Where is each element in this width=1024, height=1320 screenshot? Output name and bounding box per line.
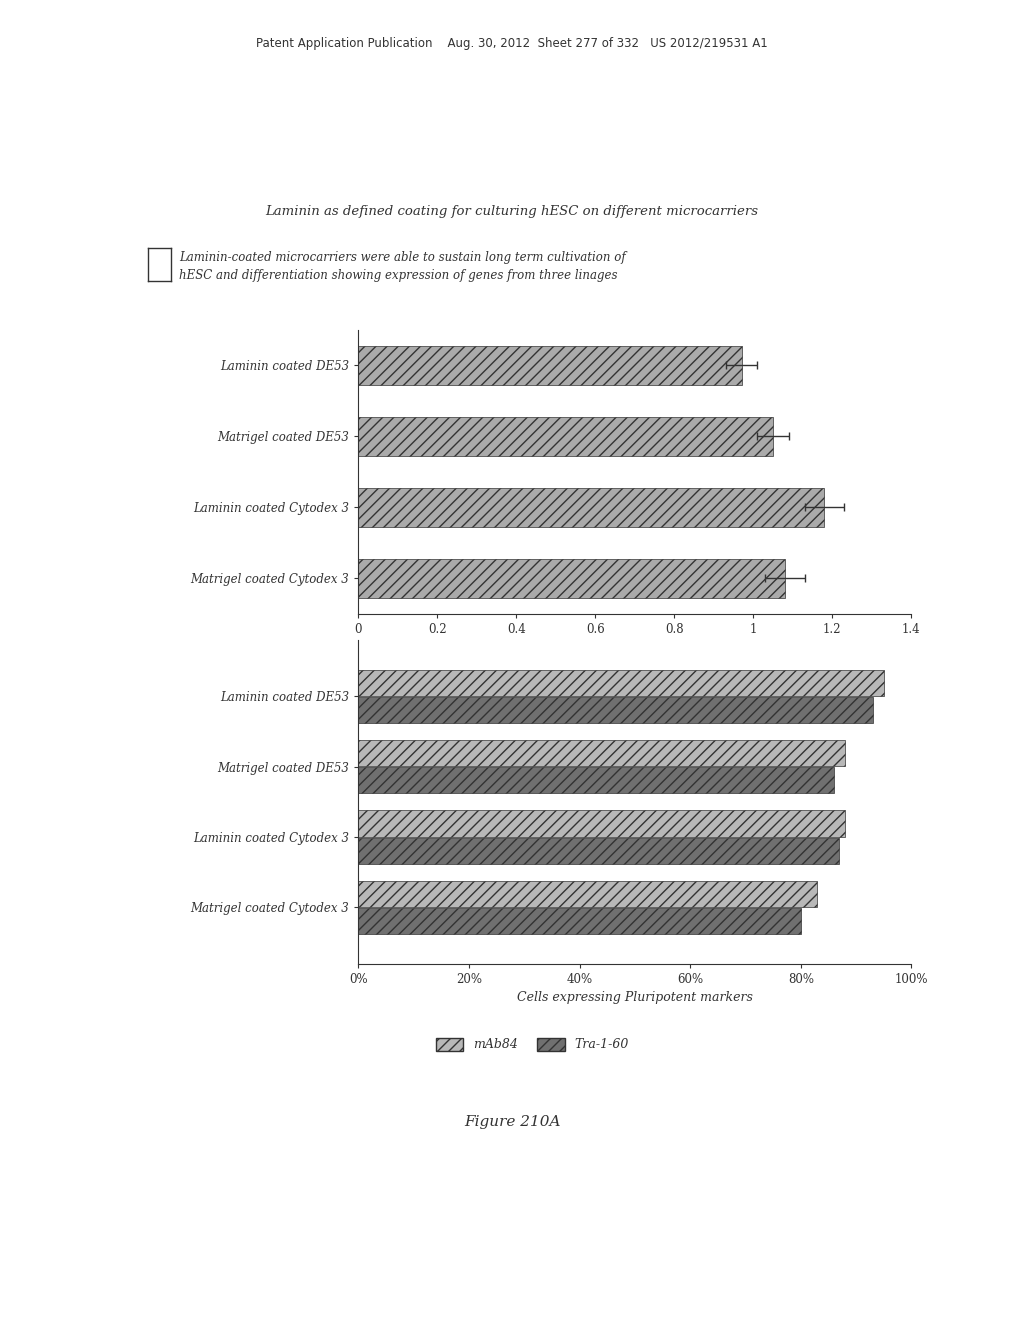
Bar (358, 488, 824, 527)
Bar (358, 558, 785, 598)
Text: Patent Application Publication    Aug. 30, 2012  Sheet 277 of 332   US 2012/2195: Patent Application Publication Aug. 30, … (256, 37, 768, 50)
Bar (358, 810, 845, 837)
Bar (358, 837, 840, 863)
X-axis label: Cells expressing Pluripotent markers: Cells expressing Pluripotent markers (517, 991, 753, 1005)
Bar (358, 697, 872, 723)
Bar (358, 346, 741, 385)
Bar (358, 767, 834, 793)
Text: Laminin-coated microcarriers were able to sustain long term cultivation of
hESC : Laminin-coated microcarriers were able t… (179, 251, 626, 281)
Bar (358, 880, 817, 907)
Text: Figure 210A: Figure 210A (464, 1115, 560, 1130)
Text: Laminin as defined coating for culturing hESC on different microcarriers: Laminin as defined coating for culturing… (265, 205, 759, 218)
Bar (358, 741, 845, 767)
Legend: mAb84, Tra-1-60: mAb84, Tra-1-60 (431, 1032, 634, 1056)
Bar (358, 669, 884, 696)
X-axis label: Average cell yield (x10$^{6}$ cells/ml): Average cell yield (x10$^{6}$ cells/ml) (529, 642, 740, 661)
Bar (358, 908, 801, 935)
Bar (358, 417, 773, 455)
